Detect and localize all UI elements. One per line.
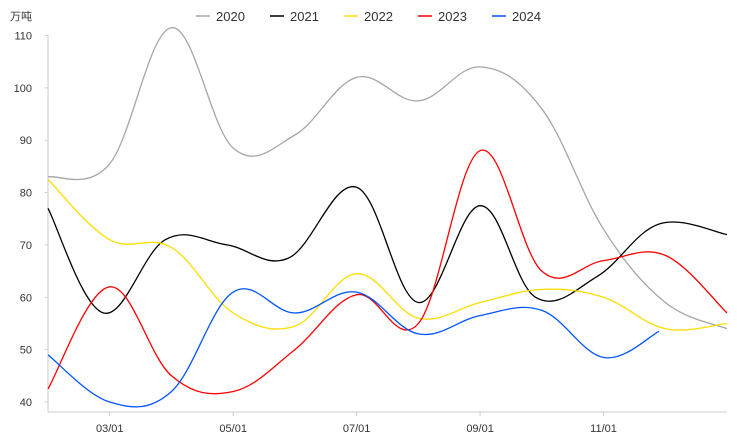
legend-label-2020: 2020 bbox=[216, 9, 245, 24]
series-line-2020 bbox=[47, 26, 728, 330]
legend-label-2024: 2024 bbox=[512, 9, 541, 24]
y-tick-label: 70 bbox=[20, 240, 32, 252]
y-tick-label: 100 bbox=[14, 83, 32, 95]
y-tick-label: 40 bbox=[20, 397, 32, 409]
x-tick-label: 05/01 bbox=[219, 423, 247, 435]
legend-label-2022: 2022 bbox=[364, 9, 393, 24]
y-axis: 40 50 60 70 80 90 100 110 bbox=[14, 31, 48, 409]
y-tick-label: 90 bbox=[20, 135, 32, 147]
x-tick-label: 11/01 bbox=[590, 423, 617, 435]
x-tick-label: 07/01 bbox=[343, 423, 371, 435]
x-axis: 03/01 05/01 07/01 09/01 11/01 bbox=[96, 412, 617, 435]
axes bbox=[47, 35, 727, 413]
x-tick-label: 09/01 bbox=[466, 423, 494, 435]
y-tick-label: 110 bbox=[14, 31, 32, 43]
legend-label-2023: 2023 bbox=[438, 9, 467, 24]
y-tick-label: 60 bbox=[20, 292, 32, 304]
series-line-2022 bbox=[47, 179, 728, 331]
series-line-2021 bbox=[47, 186, 728, 314]
legend: 2020 2021 2022 2023 2024 bbox=[196, 9, 541, 24]
series-line-2023 bbox=[47, 149, 728, 395]
y-tick-label: 80 bbox=[20, 188, 32, 200]
y-axis-unit-label: 万吨 bbox=[10, 10, 32, 23]
x-tick-label: 03/01 bbox=[96, 423, 124, 435]
legend-label-2021: 2021 bbox=[290, 9, 319, 24]
series-group bbox=[47, 26, 728, 408]
y-tick-label: 50 bbox=[20, 345, 32, 357]
series-line-2024 bbox=[47, 288, 660, 408]
